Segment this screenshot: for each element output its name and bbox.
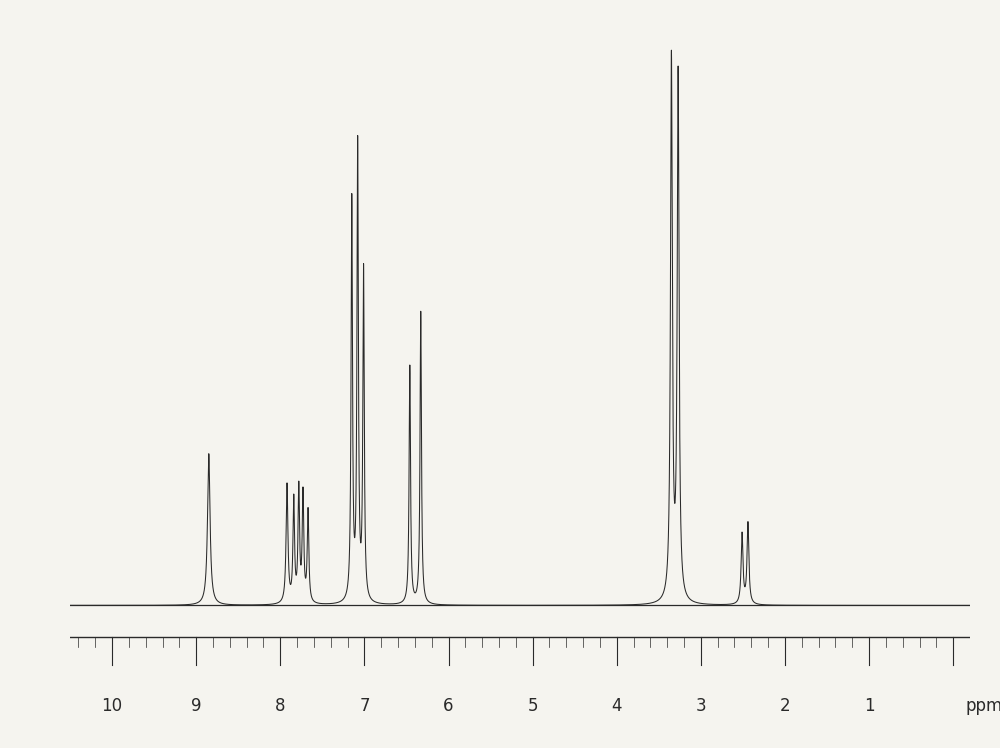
Text: 9: 9 [191,697,201,715]
Text: 1: 1 [864,697,874,715]
Text: 6: 6 [443,697,454,715]
Text: 3: 3 [696,697,706,715]
Text: 2: 2 [780,697,790,715]
Text: 5: 5 [527,697,538,715]
Text: 7: 7 [359,697,370,715]
Text: 10: 10 [101,697,123,715]
Text: 4: 4 [611,697,622,715]
Text: 8: 8 [275,697,286,715]
Text: ppm: ppm [966,697,1000,715]
